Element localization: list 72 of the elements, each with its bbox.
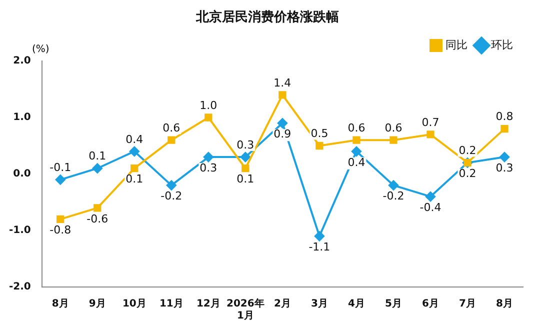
point — [388, 180, 398, 190]
point — [129, 146, 140, 156]
y-tick-label: 2.0 — [13, 56, 31, 67]
point — [203, 152, 214, 162]
x-tick-label: 4月 — [348, 298, 365, 310]
data-label: 0.1 — [126, 172, 144, 186]
data-label: 0.8 — [496, 110, 514, 124]
y-tick-label: -1.0 — [8, 225, 31, 236]
data-label: -0.6 — [86, 212, 108, 226]
data-label: 0.6 — [348, 121, 366, 134]
chart-title: 北京居民消费价格涨跌幅 — [194, 8, 340, 26]
data-label: -0.2 — [382, 190, 404, 203]
point — [55, 174, 66, 185]
data-label: -0.1 — [50, 161, 72, 174]
point — [92, 163, 102, 174]
x-tick-label: 2月 — [274, 298, 291, 310]
point — [499, 152, 510, 162]
data-label: -0.8 — [50, 224, 72, 237]
x-tick-label: 5月 — [384, 298, 402, 310]
x-tick-label: 7月 — [459, 298, 476, 310]
point — [56, 215, 64, 224]
data-label: -1.1 — [308, 240, 330, 254]
y-tick-label: -2.0 — [8, 282, 31, 293]
point — [314, 231, 324, 242]
point — [240, 152, 250, 162]
data-label: 0.3 — [200, 161, 218, 174]
point — [168, 136, 176, 144]
point — [500, 124, 508, 133]
data-label: 0.2 — [458, 167, 476, 180]
data-label: 0.7 — [422, 116, 440, 129]
data-label: 0.1 — [88, 150, 106, 163]
x-tick-label: 3月 — [310, 298, 328, 310]
data-label: 1.0 — [200, 98, 218, 112]
point — [94, 204, 102, 212]
x-tick-label: 8月 — [52, 298, 69, 310]
data-label: 0.3 — [236, 138, 254, 152]
data-label: 0.4 — [126, 132, 144, 146]
x-tick-label: 2026年 1月 — [226, 298, 264, 322]
y-tick-label: 1.0 — [13, 112, 31, 124]
data-label: 0.6 — [384, 121, 402, 134]
data-label: 0.9 — [274, 128, 292, 141]
x-tick-label: 10月 — [122, 298, 146, 310]
data-label: -0.2 — [160, 190, 182, 203]
point — [204, 114, 212, 122]
point — [130, 164, 138, 172]
data-label: 0.4 — [348, 156, 366, 169]
data-label: 0.5 — [310, 127, 328, 140]
x-tick-label: 11月 — [159, 298, 184, 310]
legend-label: 环比 — [491, 38, 513, 52]
point — [352, 136, 360, 144]
point — [166, 180, 176, 190]
point — [351, 146, 362, 156]
x-tick-label: 6月 — [422, 298, 439, 310]
y-tick-label: 0.0 — [13, 168, 31, 180]
point — [316, 142, 324, 150]
data-label: 0.6 — [162, 121, 180, 134]
x-tick-label: 9月 — [88, 298, 106, 310]
point — [277, 118, 288, 128]
data-label: 0.1 — [236, 172, 254, 186]
data-label: 0.2 — [458, 144, 476, 158]
data-label: -0.4 — [420, 200, 442, 214]
point — [390, 136, 398, 144]
point — [425, 192, 436, 202]
legend-label: 同比 — [446, 38, 468, 52]
point — [242, 164, 250, 172]
x-tick-label: 8月 — [496, 298, 513, 310]
data-label: 0.3 — [496, 161, 514, 174]
data-label: 1.4 — [274, 76, 292, 90]
point — [426, 130, 434, 138]
y-axis-title: (%) — [32, 44, 50, 55]
point — [278, 91, 286, 99]
x-tick-label: 12月 — [196, 298, 220, 310]
